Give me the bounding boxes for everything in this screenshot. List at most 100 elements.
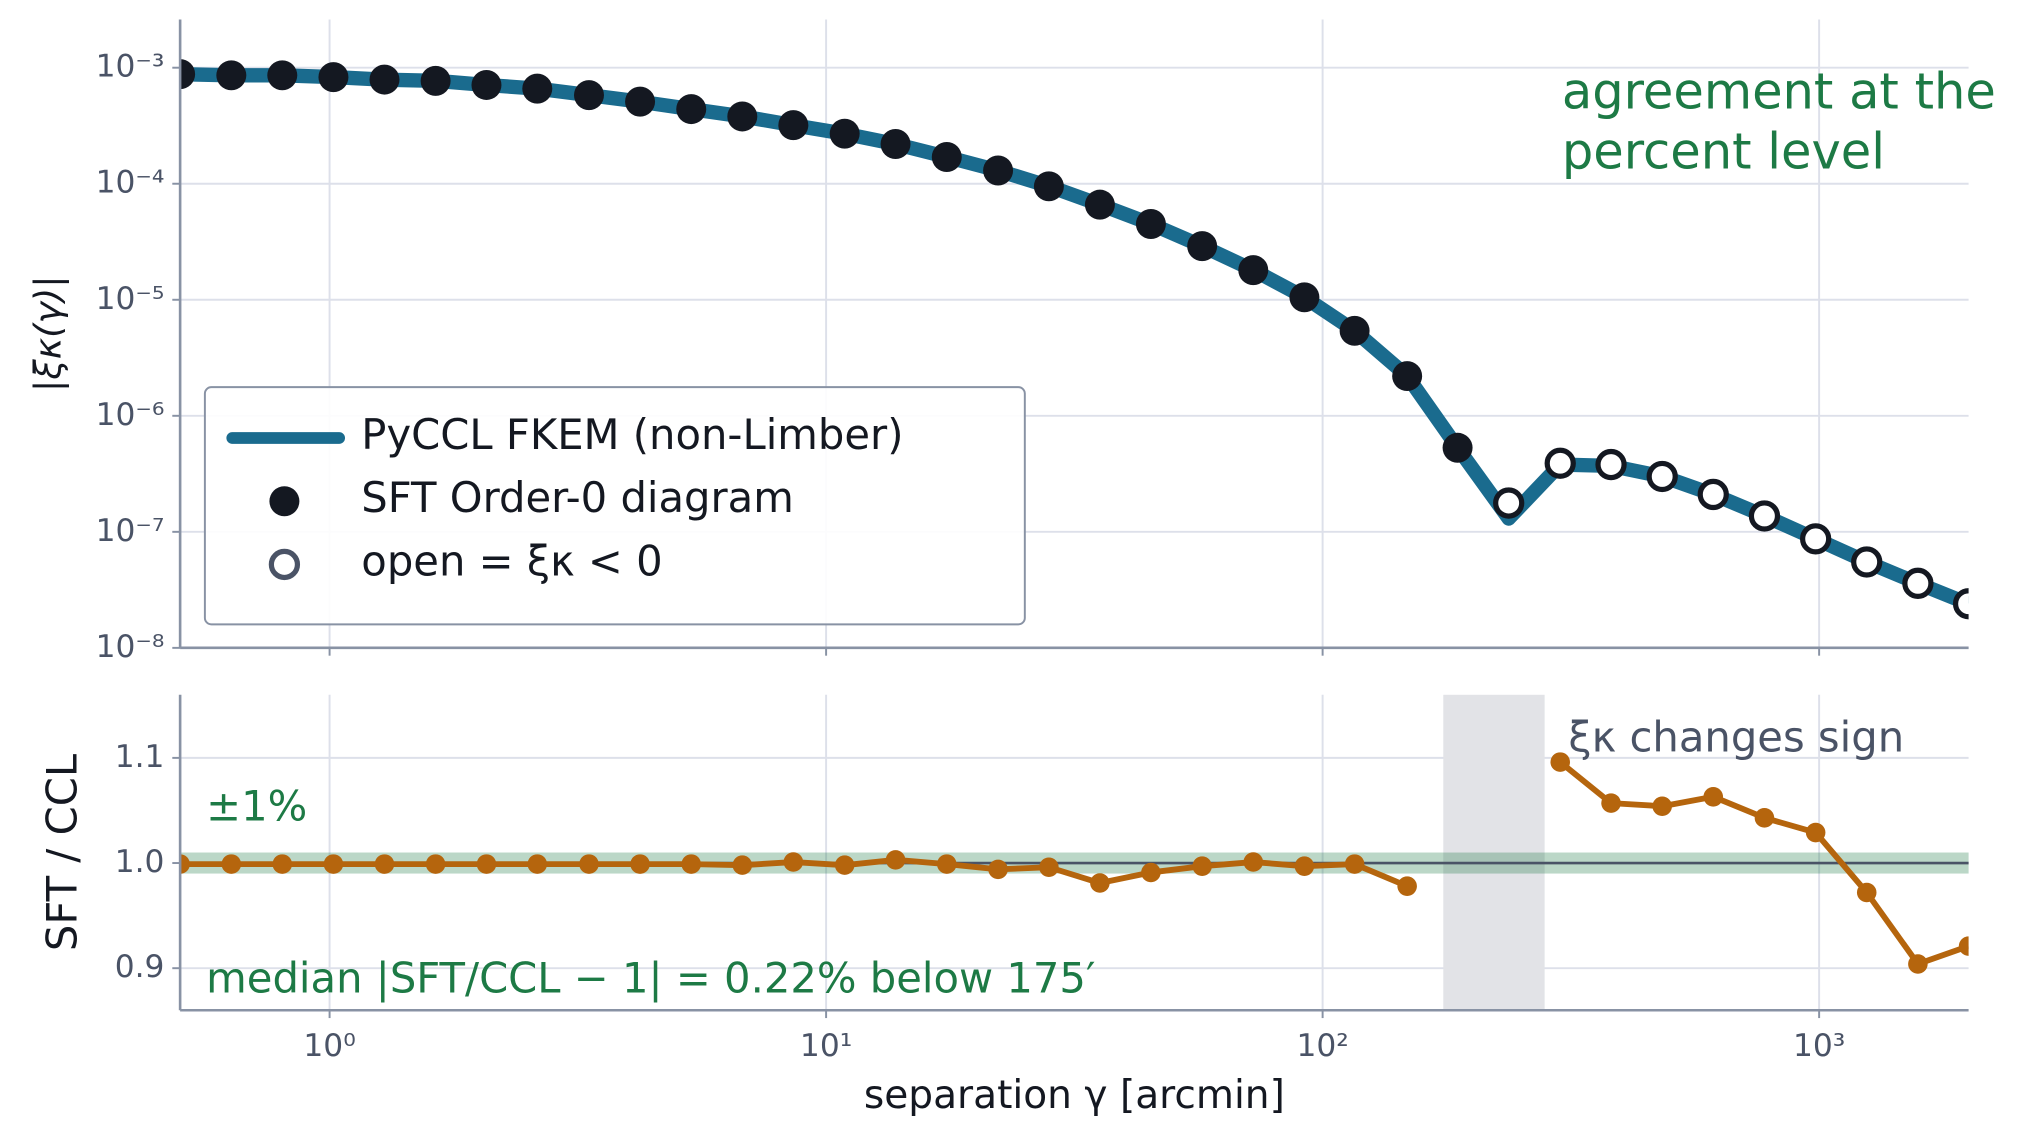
annotation: agreement at the [1562, 63, 1996, 121]
marker [1084, 189, 1115, 220]
band-label: ±1% [206, 782, 307, 831]
y-tick-label: 10⁻⁷ [96, 513, 165, 549]
marker [1601, 793, 1621, 813]
marker [1344, 854, 1365, 874]
y-tick-label: 0.9 [115, 949, 165, 985]
marker [988, 859, 1008, 880]
legend-label: PyCCL FKEM (non-Limber) [361, 410, 903, 459]
marker [783, 852, 804, 872]
marker [936, 854, 957, 874]
y-tick-label: 10⁻³ [96, 49, 165, 85]
marker [323, 854, 344, 874]
marker [1493, 487, 1525, 519]
x-tick-label: 10³ [1793, 1028, 1845, 1064]
marker [1544, 447, 1576, 479]
marker [630, 854, 650, 874]
marker [1851, 546, 1883, 578]
marker [1646, 460, 1678, 493]
marker [471, 69, 502, 100]
marker [1442, 432, 1473, 463]
marker [1703, 787, 1724, 807]
marker [369, 64, 400, 95]
x-tick-label: 10² [1296, 1028, 1348, 1064]
y-axis-label: |ξκ(γ)| [26, 275, 70, 392]
series [1493, 447, 1969, 620]
marker [1033, 171, 1064, 202]
marker [272, 854, 293, 874]
shade-label: ξκ changes sign [1568, 712, 1904, 761]
legend-label: SFT Order-0 diagram [361, 473, 794, 522]
marker [180, 59, 196, 90]
x-axis-label: separation γ [arcmin] [864, 1073, 1285, 1118]
marker [267, 60, 298, 91]
legend-swatch [269, 486, 300, 517]
marker [1339, 315, 1370, 346]
marker [1652, 796, 1672, 817]
marker [1595, 448, 1627, 481]
marker [983, 155, 1014, 186]
marker [1805, 822, 1826, 843]
legend-box [203, 386, 1026, 626]
y-tick-label: 1.0 [115, 844, 165, 880]
marker [1952, 588, 1969, 620]
y-tick-label: 10⁻⁸ [96, 629, 165, 665]
marker [221, 854, 242, 874]
annotation: percent level [1562, 123, 1885, 181]
marker [1800, 523, 1832, 555]
shaded-span [1443, 694, 1545, 1011]
legend-swatch [268, 548, 301, 581]
marker [318, 62, 349, 93]
marker [885, 850, 906, 870]
marker [727, 101, 758, 132]
marker [880, 129, 911, 159]
marker [1090, 873, 1110, 893]
marker [425, 854, 446, 874]
marker [732, 855, 753, 875]
marker [1135, 208, 1166, 239]
marker [1192, 856, 1212, 876]
marker [1697, 478, 1729, 511]
marker [1294, 856, 1315, 876]
marker [1187, 231, 1218, 262]
marker [1748, 500, 1781, 532]
marker [829, 118, 860, 149]
marker [681, 854, 702, 874]
marker [676, 94, 707, 125]
marker [1397, 876, 1417, 896]
marker [625, 86, 656, 117]
marker [579, 854, 599, 874]
marker [1754, 808, 1775, 828]
marker [931, 142, 962, 172]
legend-label: open = ξκ < 0 [361, 536, 662, 585]
marker [420, 65, 451, 96]
marker [1856, 882, 1877, 903]
y-tick-label: 10⁻⁵ [96, 281, 165, 317]
marker [1238, 255, 1269, 286]
marker [1243, 852, 1264, 872]
marker [216, 60, 247, 91]
marker [1141, 862, 1161, 883]
marker [1908, 954, 1928, 974]
y-tick-label: 10⁻⁶ [96, 397, 165, 433]
marker [1958, 936, 1969, 956]
x-tick-label: 10⁰ [303, 1028, 355, 1064]
marker [1039, 857, 1059, 878]
marker [1392, 361, 1423, 392]
marker [476, 854, 497, 874]
marker [573, 80, 604, 111]
marker [1550, 752, 1571, 772]
marker [1289, 282, 1320, 313]
marker [1902, 567, 1934, 599]
annotation: median |SFT/CCL − 1| = 0.22% below 175′ [206, 954, 1095, 1003]
x-tick-label: 10¹ [800, 1028, 852, 1064]
marker [180, 854, 190, 874]
marker [778, 110, 809, 141]
marker [374, 854, 395, 874]
y-tick-label: 1.1 [115, 739, 165, 775]
marker [522, 73, 553, 104]
marker [527, 854, 548, 874]
series [180, 752, 1969, 974]
y-tick-label: 10⁻⁴ [96, 165, 165, 201]
y-axis-label: SFT / CCL [37, 753, 86, 951]
